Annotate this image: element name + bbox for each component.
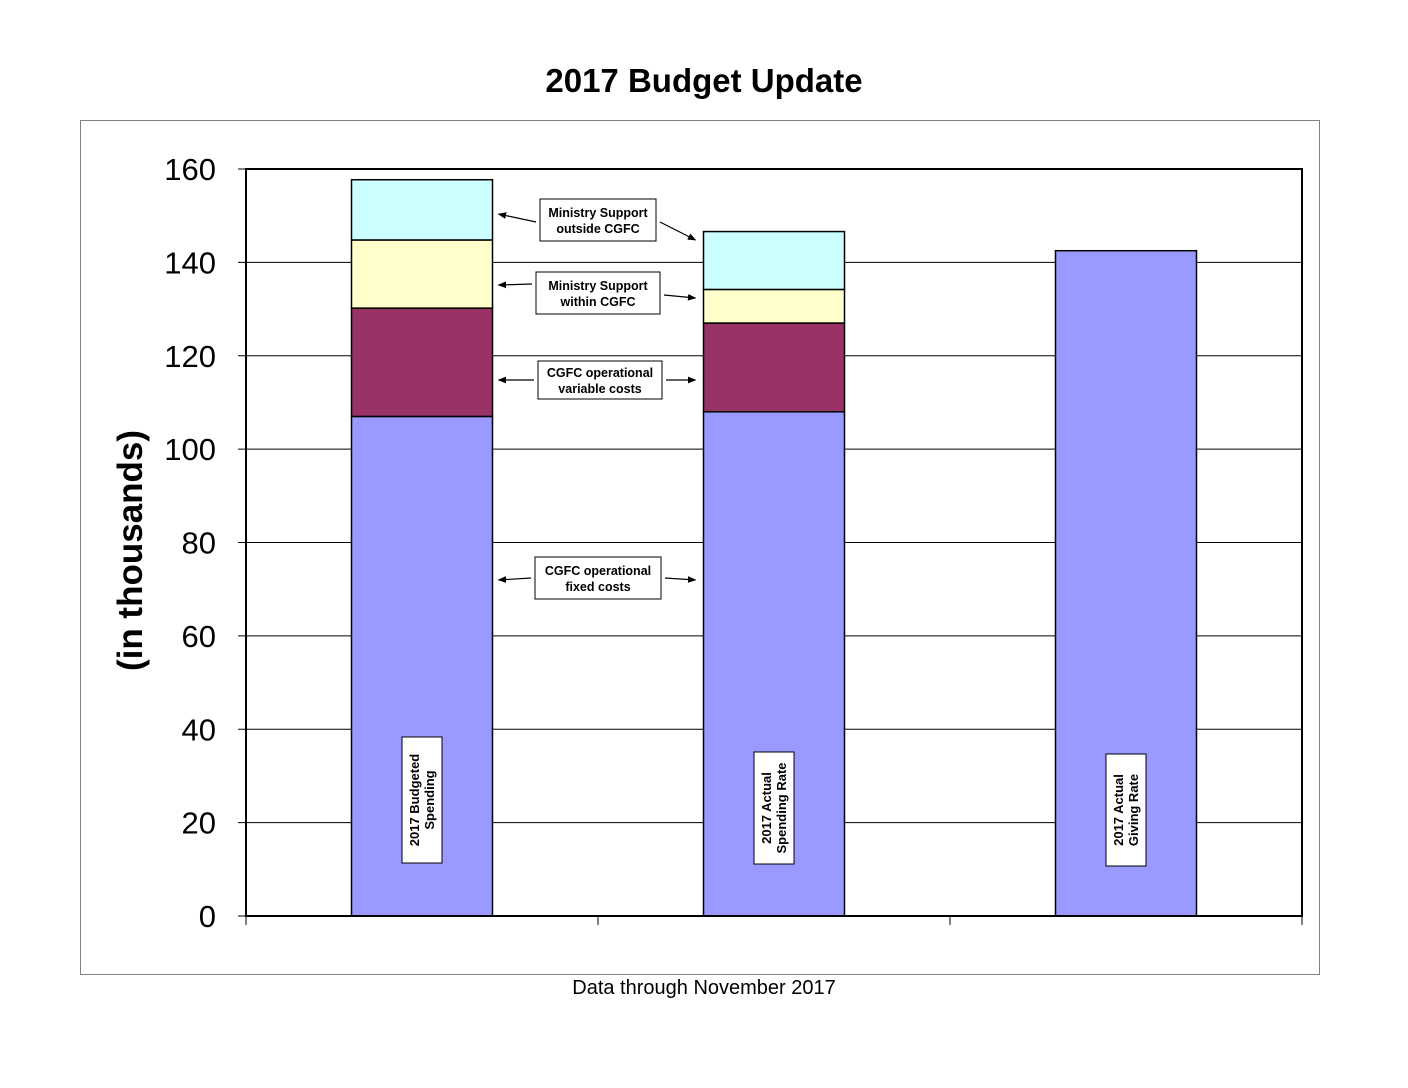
category-label: 2017 ActualGiving Rate	[1111, 774, 1141, 846]
y-tick-label: 100	[164, 432, 216, 467]
annotation-label-line: Ministry Support	[548, 279, 648, 293]
annotation-label: Ministry Support outside CGFC	[548, 206, 648, 236]
annotation-label-line: CGFC operational	[545, 564, 651, 578]
y-tick-label: 120	[164, 339, 216, 374]
annotation-box: CGFC operational fixed costs	[497, 556, 697, 600]
annotation-label: CGFC operational fixed costs	[545, 564, 651, 594]
category-label-frame	[401, 736, 443, 864]
category-label-frame	[1105, 753, 1147, 867]
category-label-line: 2017 Budgeted	[407, 754, 422, 847]
bar-segment	[350, 178, 494, 241]
bar-segment	[350, 239, 494, 309]
category-label-line: 2017 Actual	[759, 772, 774, 844]
category-label-line: 2017 Actual	[1111, 774, 1126, 846]
y-tick-label: 60	[182, 619, 216, 654]
annotation-label: CGFC operational variable costs	[547, 366, 653, 396]
annotation-label-line: CGFC operational	[547, 366, 653, 380]
chart-title: 2017 Budget Update	[545, 62, 863, 99]
y-axis-title: (in thousands)	[111, 430, 150, 671]
annotation-arrow-right	[659, 221, 697, 241]
category-label-frame	[753, 751, 795, 865]
annotation-label-line: fixed costs	[565, 580, 630, 594]
annotation-arrow-left	[497, 281, 533, 289]
y-tick-label: 20	[182, 806, 216, 841]
y-tick-label: 80	[182, 526, 216, 561]
annotation-label-line: within CGFC	[560, 295, 636, 309]
category-label: 2017 ActualSpending Rate	[759, 762, 789, 853]
annotation-arrow-left	[497, 212, 537, 223]
annotation-label: Ministry Support within CGFC	[548, 279, 648, 309]
annotation-frame	[534, 556, 662, 600]
annotation-label-line: variable costs	[558, 382, 641, 396]
y-tick-label: 160	[164, 152, 216, 187]
bar-segment	[702, 230, 846, 291]
annotation-arrow-left	[497, 576, 532, 583]
annotation-arrow-right	[664, 576, 697, 583]
category-label-line: Giving Rate	[1126, 774, 1141, 846]
category-label: 2017 BudgetedSpending	[407, 754, 437, 847]
plot-border	[245, 168, 1303, 917]
bar-segment	[350, 307, 494, 418]
category-label-box: 2017 ActualSpending Rate	[753, 751, 795, 865]
category-label-box: 2017 BudgetedSpending	[401, 736, 443, 864]
category-label-box: 2017 ActualGiving Rate	[1105, 753, 1147, 867]
chart-frame	[80, 120, 1320, 975]
y-tick-label: 40	[182, 712, 216, 747]
annotation-box: Ministry Support outside CGFC	[497, 198, 697, 242]
annotation-box: CGFC operational variable costs	[497, 360, 697, 400]
category-label-line: Spending Rate	[774, 762, 789, 853]
y-tick-label: 140	[164, 245, 216, 280]
annotation-label-line: outside CGFC	[556, 222, 639, 236]
chart-footnote: Data through November 2017	[572, 977, 836, 999]
annotation-frame	[535, 271, 661, 315]
annotation-label-line: Ministry Support	[548, 206, 648, 220]
annotation-frame	[537, 360, 663, 400]
category-label-line: Spending	[422, 770, 437, 829]
y-tick-label: 0	[199, 899, 216, 934]
bar-segment	[702, 322, 846, 413]
annotation-arrow-right	[663, 293, 697, 301]
annotation-box: Ministry Support within CGFC	[497, 271, 697, 315]
annotation-frame	[539, 198, 657, 242]
bar-segment	[702, 288, 846, 324]
